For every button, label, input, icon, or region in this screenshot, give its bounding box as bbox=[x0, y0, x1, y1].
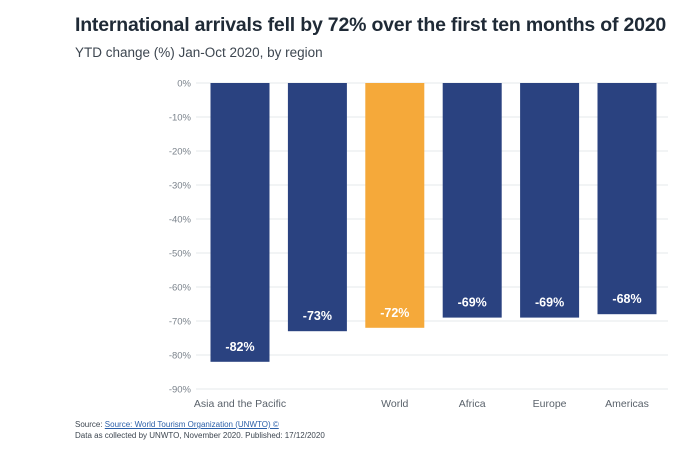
source-note: Data as collected by UNWTO, November 202… bbox=[75, 431, 325, 440]
bar-value-label: -69% bbox=[535, 296, 564, 310]
bar bbox=[597, 83, 657, 315]
data-labels: -82% -73% -72% -69% -69% -68% bbox=[225, 292, 641, 354]
gridlines bbox=[196, 82, 668, 390]
source-prefix: Source: bbox=[75, 420, 105, 429]
category-label: Asia and the Pacific bbox=[194, 398, 286, 410]
bar-value-label: -73% bbox=[303, 309, 332, 323]
y-tick-label: -90% bbox=[169, 385, 192, 396]
y-tick-label: -50% bbox=[169, 249, 192, 260]
y-tick-label: -10% bbox=[169, 113, 192, 124]
chart-source-footer: Source: Source: World Tourism Organizati… bbox=[75, 419, 325, 441]
y-tick-label: -20% bbox=[169, 147, 192, 158]
bar bbox=[365, 83, 425, 328]
y-tick-label: -80% bbox=[169, 351, 192, 362]
bar bbox=[287, 83, 347, 332]
category-label: Americas bbox=[605, 398, 649, 410]
category-label: Africa bbox=[459, 398, 486, 410]
bar-value-label: -72% bbox=[380, 306, 409, 320]
y-tick-label: -70% bbox=[169, 317, 192, 328]
y-axis-ticks: 0% -10% -20% -30% -40% -50% -60% -70% -80% -90% bbox=[169, 79, 192, 396]
category-label: Europe bbox=[533, 398, 567, 410]
bar bbox=[442, 83, 502, 318]
bar-value-label: -69% bbox=[458, 296, 487, 310]
y-tick-label: -40% bbox=[169, 215, 192, 226]
x-axis-labels: Asia and the Pacific World Africa Europe Ame… bbox=[194, 398, 649, 410]
y-tick-label: -30% bbox=[169, 181, 192, 192]
bar bbox=[210, 83, 270, 362]
y-tick-label: 0% bbox=[177, 79, 191, 90]
bar-value-label: -82% bbox=[225, 340, 254, 354]
source-link[interactable]: Source: World Tourism Organization (UNWT… bbox=[104, 420, 279, 429]
category-label: World bbox=[381, 398, 408, 410]
chart-title: International arrivals fell by 72% over … bbox=[75, 14, 667, 36]
bar bbox=[520, 83, 580, 318]
y-tick-label: -60% bbox=[169, 283, 192, 294]
bar-value-label: -68% bbox=[612, 292, 641, 306]
bars bbox=[210, 83, 657, 362]
chart-subtitle: YTD change (%) Jan-Oct 2020, by region bbox=[75, 45, 323, 60]
